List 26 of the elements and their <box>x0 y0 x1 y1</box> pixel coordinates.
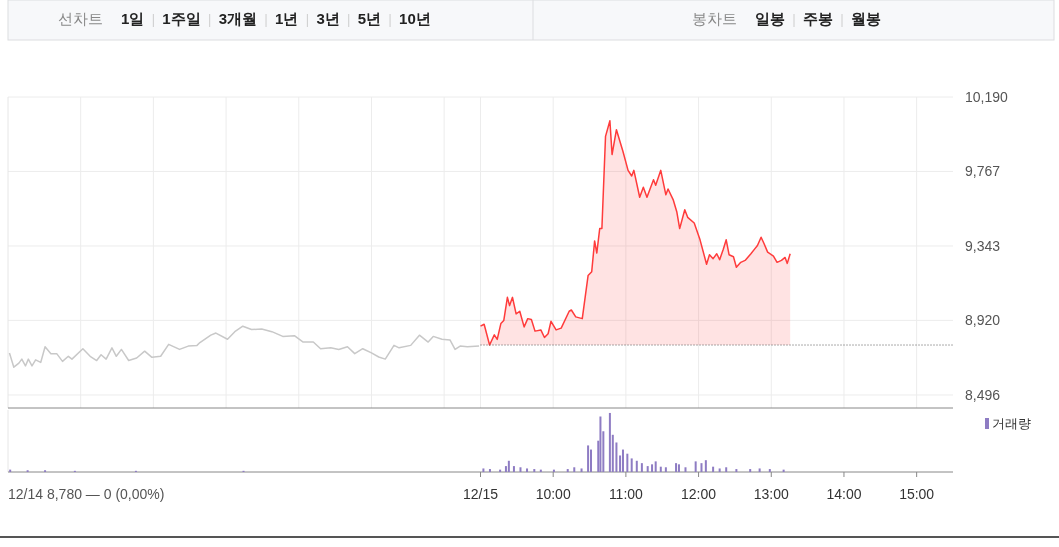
text: 1일 <box>121 10 145 27</box>
text: 5년 <box>357 10 382 27</box>
text: 봉차트 <box>692 10 737 27</box>
legend-label: 거래량 <box>992 416 1031 431</box>
text: 10년 <box>399 10 431 27</box>
text: 일봉 <box>755 10 785 27</box>
y-tick-label: 8,920 <box>965 312 1001 329</box>
x-tick-label: 13:00 <box>753 486 789 502</box>
text: 3개월 <box>218 10 258 27</box>
x-tick-label: 12:00 <box>681 486 717 502</box>
text: 선차트 <box>58 10 103 27</box>
text: 1주일 <box>162 10 201 27</box>
x-tick-label: 10:00 <box>535 486 571 502</box>
x-tick-label: 12/15 <box>462 486 499 502</box>
text: 12/14 8,780 — 0 (0,00%) <box>8 486 165 502</box>
y-tick-label: 10,190 <box>965 89 1009 105</box>
x-tick-label: 14:00 <box>826 486 862 502</box>
text: 월봉 <box>851 10 881 27</box>
y-tick-label: 9,343 <box>965 237 1001 254</box>
x-tick-label: 11:00 <box>608 486 644 502</box>
y-tick-label: 9,767 <box>965 163 1001 180</box>
text: 주봉 <box>803 10 833 27</box>
x-tick-label: 15:00 <box>899 486 935 502</box>
text: 3년 <box>316 10 340 27</box>
y-tick-label: 8,496 <box>965 386 1001 403</box>
text: 1년 <box>275 10 299 27</box>
